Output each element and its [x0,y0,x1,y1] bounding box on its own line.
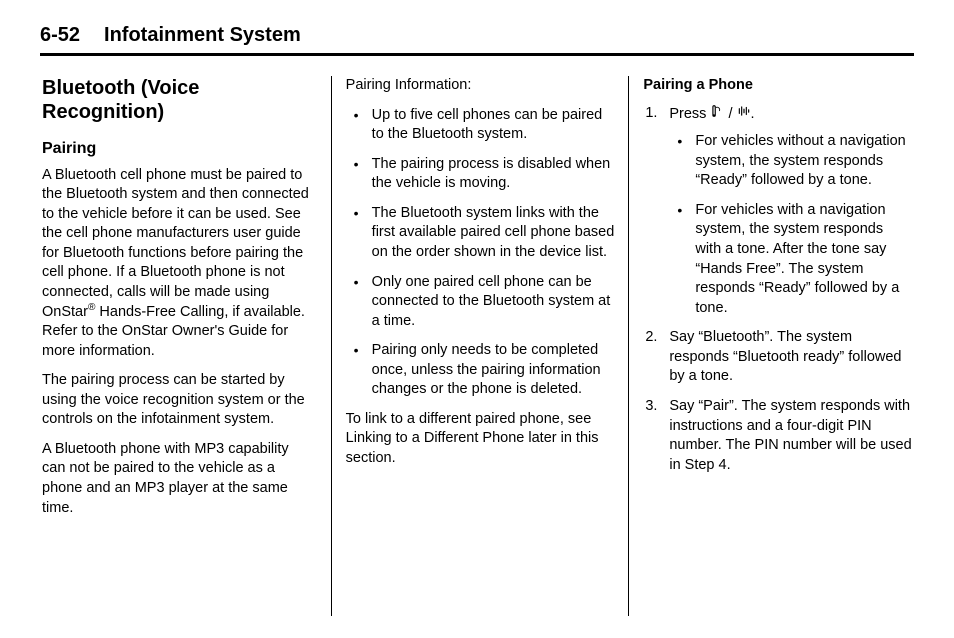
slash-separator: / [724,106,736,122]
pairing-info-item: The pairing process is disabled when the… [346,155,615,194]
page-number: 6-52 [40,24,80,47]
column-2: Pairing Information: Up to five cell pho… [331,76,629,616]
pairing-step-2: Say “Bluetooth”. The system responds “Bl… [643,328,912,387]
pairing-info-label: Pairing Information: [346,76,615,96]
mp3-note-paragraph: A Bluetooth phone with MP3 capability ca… [42,440,311,518]
header-text: 6-52 Infotainment System [40,24,914,47]
column-3: Pairing a Phone Press / . For vehicles w… [628,76,914,616]
manual-page: 6-52 Infotainment System Bluetooth (Voice… [0,0,954,638]
p1-part-a: A Bluetooth cell phone must be paired to… [42,167,309,320]
pairing-step-1: Press / . For vehicles without a navigat… [643,104,912,319]
pairing-info-list: Up to five cell phones can be paired to … [346,106,615,400]
chapter-title: Infotainment System [104,24,301,46]
step1-sub-list: For vehicles without a navigation system… [669,132,912,318]
step1-prefix: Press [669,106,710,122]
pairing-info-item: Pairing only needs to be completed once,… [346,341,615,400]
content-columns: Bluetooth (Voice Recognition) Pairing A … [40,76,914,616]
pairing-info-item: Only one paired cell phone can be connec… [346,273,615,332]
voice-icon [737,104,751,125]
pairing-phone-heading: Pairing a Phone [643,76,912,96]
column-1: Bluetooth (Voice Recognition) Pairing A … [40,76,331,616]
phone-icon [710,104,724,125]
pairing-heading: Pairing [42,138,311,160]
link-different-phone-note: To link to a different paired phone, see… [346,410,615,469]
step1-sub-item: For vehicles with a navigation system, t… [669,201,912,318]
pairing-steps-list: Press / . For vehicles without a navigat… [643,104,912,476]
pairing-process-paragraph: The pairing process can be started by us… [42,371,311,430]
pairing-step-3: Say “Pair”. The system responds with ins… [643,397,912,475]
pairing-info-item: Up to five cell phones can be paired to … [346,106,615,145]
pairing-intro-paragraph: A Bluetooth cell phone must be paired to… [42,166,311,362]
pairing-info-item: The Bluetooth system links with the firs… [346,204,615,263]
step1-suffix: . [751,106,755,122]
section-title: Bluetooth (Voice Recognition) [42,76,311,124]
page-header: 6-52 Infotainment System [40,24,914,56]
step1-sub-item: For vehicles without a navigation system… [669,132,912,191]
